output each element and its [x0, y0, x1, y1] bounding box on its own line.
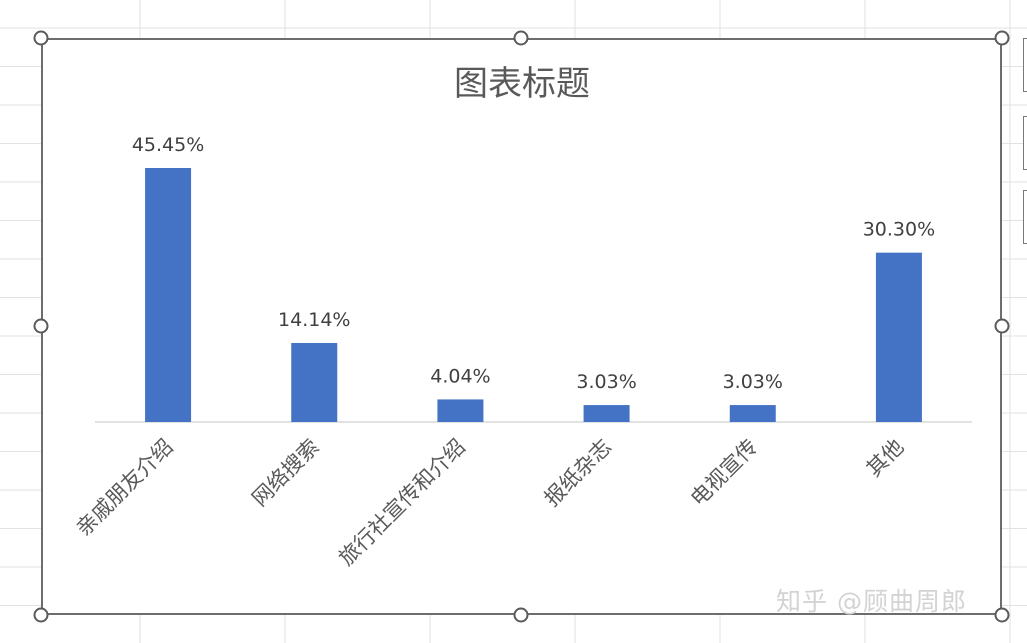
- category-label: 旅行社宣传和介绍: [334, 435, 470, 571]
- bar[interactable]: [145, 168, 192, 422]
- category-label: 报纸杂志: [540, 435, 616, 511]
- bar[interactable]: [729, 405, 776, 422]
- resize-handle-bottom-right[interactable]: [994, 607, 1010, 623]
- watermark-text: 知乎 @顾曲周郎: [776, 587, 967, 616]
- category-label: 其他: [862, 435, 909, 482]
- data-label: 45.45%: [132, 134, 204, 156]
- chart-area[interactable]: [41, 38, 1002, 615]
- resize-handle-top-left[interactable]: [33, 30, 49, 46]
- resize-handle-top-right[interactable]: [994, 30, 1010, 46]
- data-label: 4.04%: [430, 365, 490, 387]
- bar[interactable]: [875, 252, 922, 422]
- bar[interactable]: [583, 405, 630, 422]
- adjacent-shape-edge: [1023, 116, 1027, 170]
- bars-group[interactable]: [145, 168, 922, 422]
- resize-handle-right[interactable]: [994, 318, 1010, 334]
- data-label: 3.03%: [723, 371, 783, 393]
- category-label: 网络搜索: [247, 435, 323, 511]
- bar[interactable]: [291, 342, 338, 422]
- data-label: 3.03%: [576, 371, 636, 393]
- category-label: 电视宣传: [686, 435, 762, 511]
- resize-handle-bottom-left[interactable]: [33, 607, 49, 623]
- bar[interactable]: [437, 399, 484, 422]
- resize-handle-top[interactable]: [513, 30, 529, 46]
- data-label: 14.14%: [278, 309, 350, 331]
- adjacent-shape-edge: [1023, 190, 1027, 244]
- chart-title[interactable]: 图表标题: [454, 64, 590, 104]
- adjacent-shape-edge: [1023, 38, 1027, 92]
- category-label: 亲戚朋友介绍: [72, 435, 178, 541]
- resize-handle-left[interactable]: [33, 318, 49, 334]
- data-labels-group: 45.45% 14.14% 4.04% 3.03% 3.03% 30.30%: [132, 134, 935, 393]
- resize-handle-bottom[interactable]: [513, 607, 529, 623]
- category-labels-group: 亲戚朋友介绍 网络搜索 旅行社宣传和介绍 报纸杂志 电视宣传 其他: [72, 435, 909, 571]
- data-label: 30.30%: [863, 219, 935, 241]
